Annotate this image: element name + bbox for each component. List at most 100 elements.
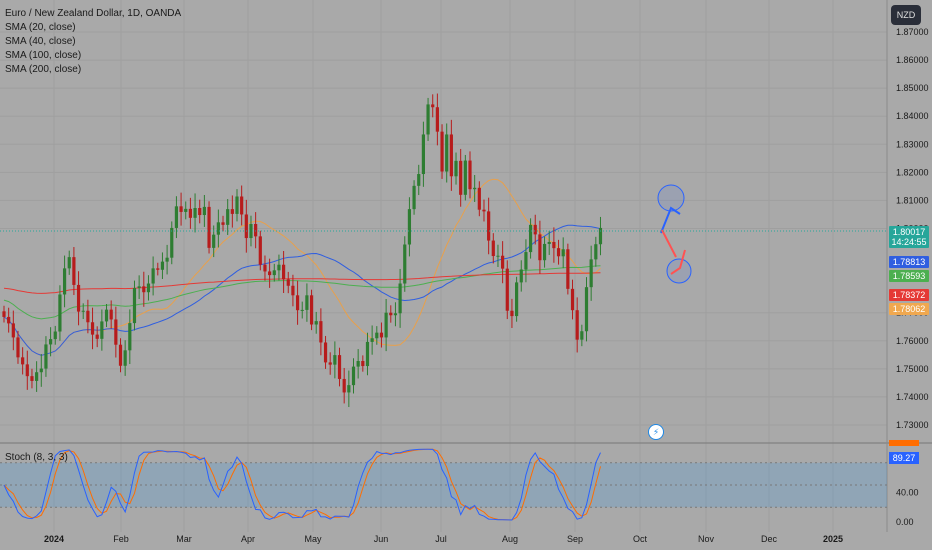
candle[interactable] xyxy=(142,271,146,307)
candle[interactable] xyxy=(272,263,276,282)
candle-body[interactable] xyxy=(314,321,318,325)
candle-body[interactable] xyxy=(356,360,360,367)
candle-body[interactable] xyxy=(533,224,537,235)
candle-body[interactable] xyxy=(25,364,29,377)
candle[interactable] xyxy=(249,215,253,247)
candle-body[interactable] xyxy=(2,311,6,317)
candle-body[interactable] xyxy=(240,196,244,215)
candle[interactable] xyxy=(309,289,314,331)
candle-body[interactable] xyxy=(291,285,295,296)
candle-body[interactable] xyxy=(67,257,71,269)
candle[interactable] xyxy=(291,274,295,307)
candle[interactable] xyxy=(515,276,519,322)
candle-body[interactable] xyxy=(440,131,444,172)
candle[interactable] xyxy=(575,297,579,353)
candle[interactable] xyxy=(403,236,407,292)
candle-body[interactable] xyxy=(337,355,342,379)
candle-body[interactable] xyxy=(389,312,393,316)
candle[interactable] xyxy=(118,338,123,373)
candle[interactable] xyxy=(417,164,421,196)
candle[interactable] xyxy=(445,123,449,183)
candle[interactable] xyxy=(538,220,542,274)
candle[interactable] xyxy=(53,325,57,345)
candle[interactable] xyxy=(468,151,472,199)
candle-body[interactable] xyxy=(487,211,491,241)
candle[interactable] xyxy=(435,93,439,146)
candle[interactable] xyxy=(100,309,104,351)
candle[interactable] xyxy=(440,124,444,179)
candle-body[interactable] xyxy=(128,323,132,351)
candle-body[interactable] xyxy=(286,279,290,286)
candle[interactable] xyxy=(412,180,416,215)
candle[interactable] xyxy=(314,311,318,334)
candle[interactable] xyxy=(44,336,48,377)
candle-body[interactable] xyxy=(347,385,351,393)
candle-body[interactable] xyxy=(16,337,20,358)
candle[interactable] xyxy=(76,271,81,326)
candle[interactable] xyxy=(165,244,169,275)
candle[interactable] xyxy=(542,236,547,268)
candle[interactable] xyxy=(487,197,491,255)
candle-body[interactable] xyxy=(282,264,286,280)
candle[interactable] xyxy=(375,326,379,345)
stoch-value-badge[interactable]: 89.27 xyxy=(889,440,919,464)
candle[interactable] xyxy=(501,241,505,284)
candle[interactable] xyxy=(454,152,458,185)
symbol-title[interactable]: Euro / New Zealand Dollar, 1D, OANDA xyxy=(5,8,182,19)
candle-body[interactable] xyxy=(300,309,304,311)
candle[interactable] xyxy=(505,260,509,320)
candle-body[interactable] xyxy=(35,372,39,381)
candle-body[interactable] xyxy=(184,208,188,212)
candle[interactable] xyxy=(86,299,90,334)
candle[interactable] xyxy=(95,326,99,348)
candle-body[interactable] xyxy=(244,214,248,239)
candle-body[interactable] xyxy=(379,332,384,338)
candle-body[interactable] xyxy=(421,134,425,175)
sma-200-label[interactable]: SMA (200, close) xyxy=(5,64,82,75)
candle[interactable] xyxy=(30,368,34,389)
stoch-title[interactable]: Stoch (8, 3, 3) xyxy=(5,452,68,463)
candle-body[interactable] xyxy=(165,257,169,262)
candle-body[interactable] xyxy=(403,244,407,284)
candle-body[interactable] xyxy=(263,264,267,272)
candle[interactable] xyxy=(39,353,43,387)
candle[interactable] xyxy=(319,308,323,356)
candle-body[interactable] xyxy=(277,264,281,271)
candle-body[interactable] xyxy=(249,224,253,239)
candle[interactable] xyxy=(244,199,248,253)
candle-body[interactable] xyxy=(547,241,551,244)
candle[interactable] xyxy=(594,236,598,267)
candle-body[interactable] xyxy=(137,286,141,289)
candle[interactable] xyxy=(370,325,374,355)
candle[interactable] xyxy=(226,199,230,235)
candle[interactable] xyxy=(337,347,342,387)
candle[interactable] xyxy=(268,258,272,288)
candle[interactable] xyxy=(109,300,113,329)
candle-body[interactable] xyxy=(95,334,99,339)
candle[interactable] xyxy=(323,335,328,369)
candle-body[interactable] xyxy=(473,187,477,190)
candle[interactable] xyxy=(384,299,388,352)
candle[interactable] xyxy=(333,341,337,379)
price-badge[interactable]: 1.78062 xyxy=(889,303,929,315)
candle[interactable] xyxy=(556,239,561,265)
candle-body[interactable] xyxy=(258,236,262,265)
candle[interactable] xyxy=(11,310,15,351)
candle-body[interactable] xyxy=(570,288,575,311)
target-circle-down[interactable] xyxy=(666,258,692,284)
candle[interactable] xyxy=(123,340,127,376)
candle-body[interactable] xyxy=(524,252,528,270)
candle-body[interactable] xyxy=(407,209,412,245)
candle-body[interactable] xyxy=(174,206,179,228)
candle[interactable] xyxy=(25,350,29,390)
candle-body[interactable] xyxy=(53,331,57,340)
sma-40-label[interactable]: SMA (40, close) xyxy=(5,36,76,47)
candle[interactable] xyxy=(137,275,141,300)
candle[interactable] xyxy=(104,304,109,328)
candle[interactable] xyxy=(389,305,393,323)
candle[interactable] xyxy=(356,349,360,379)
candle-body[interactable] xyxy=(62,268,67,295)
annotation-layer[interactable] xyxy=(657,184,692,284)
candle-body[interactable] xyxy=(412,185,416,210)
candle[interactable] xyxy=(477,181,481,217)
